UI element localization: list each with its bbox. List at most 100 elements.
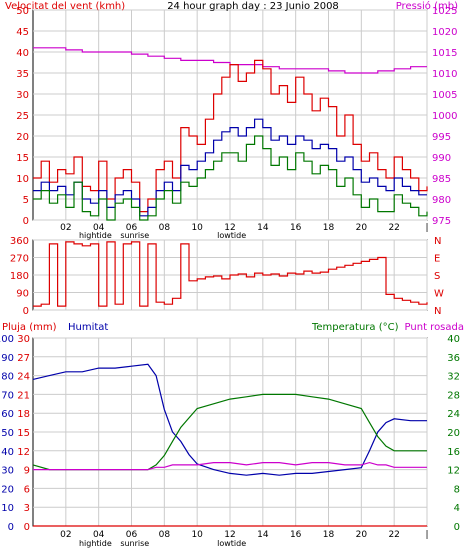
pressure-axis-label: Pressió (mb) (396, 0, 458, 12)
pressure-tick: 1025 (432, 6, 457, 17)
humidity-x-tick-label: 16 (290, 530, 302, 540)
pressure-tick: 975 (432, 216, 451, 227)
rain-tick: 3 (24, 503, 30, 514)
temperature-tick: 4 (454, 503, 460, 514)
rain-humidity-grid (33, 337, 428, 527)
compass-label: N (434, 236, 441, 247)
temperature-tick: 16 (447, 447, 460, 458)
temperature-tick: 32 (447, 372, 460, 383)
green-series-line (33, 135, 428, 221)
rain-tick: 0 (24, 522, 30, 533)
rain-tick: 6 (24, 484, 30, 495)
wind-annotation-lowtide: lowtide (217, 231, 246, 240)
wind-speed-tick: 45 (16, 27, 29, 38)
direction-degree-tick: 270 (10, 254, 29, 265)
humidity-x-tick-label: | (425, 530, 428, 540)
tide-sun-annotations-bottom: hightide sunrise lowtide (79, 539, 246, 548)
wind-speed-tick: 0 (23, 216, 29, 227)
humidity-x-tick-label: 02 (60, 530, 71, 540)
wind-speed-tick: 40 (16, 48, 29, 59)
compass-label: S (434, 271, 440, 282)
humidity-tick: 30 (1, 466, 14, 477)
compass-label: N (434, 306, 441, 317)
humidity-x-tick-label: 18 (323, 530, 335, 540)
rain-tick: 9 (24, 466, 30, 477)
rain-tick: 27 (17, 353, 30, 364)
wind-speed-tick: 35 (16, 69, 29, 80)
rain-humidity-temperature-chart: 0102030405060708090100 03691215182124273… (0, 322, 464, 548)
chart-title: 24 hour graph day : 23 Junio 2008 (167, 1, 339, 12)
humidity-tick: 80 (1, 372, 14, 383)
wind-x-tick-label: 22 (388, 223, 399, 233)
dew-point-axis-label: Punt rosada (405, 322, 464, 333)
rain-tick: 24 (17, 372, 30, 383)
temperature-tick: 12 (447, 466, 460, 477)
wind-x-tick-label: 10 (191, 223, 203, 233)
direction-degree-tick: 360 (10, 236, 29, 247)
temperature-tick: 0 (454, 522, 460, 533)
direction-degree-tick: 0 (23, 306, 29, 317)
humidity-x-tick-label: 08 (159, 530, 171, 540)
wind-x-tick-label: 18 (323, 223, 335, 233)
wind-x-tick-label: 16 (290, 223, 302, 233)
rain-humidity-series (32, 363, 427, 527)
pressure-tick-labels: 975 980 985 990 995 1000 1005 1010 1015 1020 1025 (432, 6, 457, 227)
wind-speed-tick: 20 (16, 132, 29, 143)
rain-tick: 18 (17, 409, 30, 420)
hour-tick-labels: 02 04 06 08 10 12 14 16 18 20 22 | (60, 223, 428, 233)
blue-series-line (32, 363, 427, 476)
rain-tick: 12 (17, 447, 30, 458)
wind-speed-tick: 10 (16, 174, 29, 185)
wind-pressure-series (33, 47, 428, 221)
compass-label: E (434, 254, 440, 265)
compass-label: W (434, 289, 444, 300)
temperature-tick: 40 (447, 334, 460, 345)
blue-series-line (33, 118, 427, 217)
humidity-x-tick-label: 20 (356, 530, 368, 540)
wind-speed-tick-labels: 0 5 10 15 20 25 30 35 40 45 50 (16, 6, 29, 227)
temperature-tick: 20 (447, 428, 460, 439)
pressure-tick: 985 (432, 174, 451, 185)
humidity-axis-label: Humitat (68, 322, 108, 333)
wind-x-tick-label: 12 (224, 223, 235, 233)
humidity-annotation-hightide: hightide (79, 539, 112, 548)
rain-axis-label: Pluja (mm) (2, 322, 57, 333)
rain-tick-labels: 0 3 6 9 12 15 18 21 24 27 30 (17, 334, 30, 533)
humidity-tick: 40 (1, 447, 14, 458)
humidity-tick: 20 (1, 484, 14, 495)
wind-annotation-sunrise: sunrise (120, 231, 149, 240)
pressure-tick: 995 (432, 132, 451, 143)
wind-speed-tick: 15 (16, 153, 29, 164)
pressure-tick: 1010 (432, 69, 457, 80)
temperature-tick: 28 (447, 390, 460, 401)
rain-tick: 30 (17, 334, 30, 345)
magenta-series-line (33, 461, 427, 471)
humidity-x-tick-label: 14 (257, 530, 269, 540)
wind-direction-series (33, 241, 428, 307)
humidity-tick: 10 (1, 503, 14, 514)
wind-x-tick-label: 06 (126, 223, 138, 233)
humidity-tick: 50 (1, 428, 14, 439)
hour-tick-labels-bottom: 02 04 06 08 10 12 14 16 18 20 22 | (60, 530, 428, 540)
wind-x-tick-label: 04 (93, 223, 105, 233)
wind-speed-tick: 50 (16, 6, 29, 17)
temperature-axis-label: Temperatura (°C) (311, 322, 399, 333)
humidity-annotation-sunrise: sunrise (120, 539, 149, 548)
humidity-tick: 100 (0, 334, 14, 345)
humidity-x-tick-label: 04 (93, 530, 105, 540)
pressure-tick: 980 (432, 195, 451, 206)
temperature-tick: 36 (447, 353, 460, 364)
tide-sun-annotations: hightide sunrise lowtide (79, 231, 246, 240)
wind-annotation-hightide: hightide (79, 231, 112, 240)
temperature-tick-labels: 0 4 8 12 16 20 24 28 32 36 40 (447, 334, 460, 533)
pressure-tick: 990 (432, 153, 451, 164)
rain-tick: 21 (17, 390, 30, 401)
wind-direction-degree-labels: 0 90 180 270 360 (10, 236, 29, 317)
red-series-line (33, 241, 428, 307)
humidity-x-tick-label: 06 (126, 530, 138, 540)
magenta-series-line (33, 47, 427, 74)
